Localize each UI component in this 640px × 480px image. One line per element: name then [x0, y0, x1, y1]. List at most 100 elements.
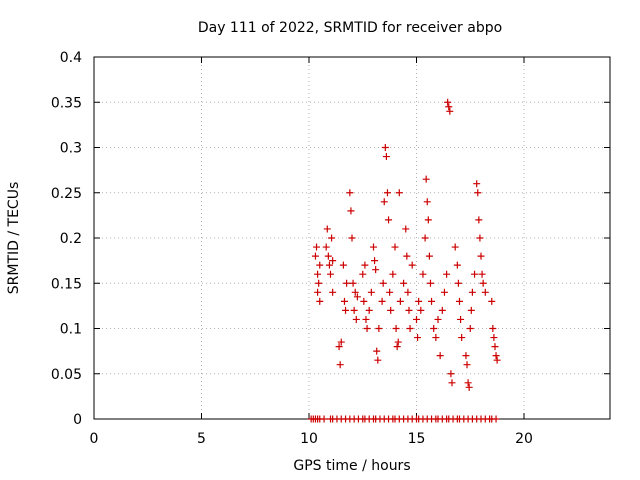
data-point	[386, 288, 394, 296]
data-point	[492, 352, 500, 360]
data-point	[428, 297, 436, 305]
data-point	[471, 270, 479, 278]
data-point	[464, 379, 472, 387]
x-tick-label: 20	[515, 431, 533, 447]
y-tick-label: 0.3	[60, 141, 82, 157]
data-point	[360, 297, 368, 305]
data-point	[423, 198, 431, 206]
data-point	[475, 216, 483, 224]
data-point	[456, 297, 463, 305]
y-axis-label: SRMTID / TECUs	[6, 182, 22, 295]
data-point	[329, 288, 337, 296]
data-point	[339, 261, 347, 269]
data-point	[493, 356, 501, 364]
data-point	[370, 243, 377, 251]
y-tick-label: 0.1	[60, 322, 82, 338]
data-point	[325, 261, 333, 269]
data-point	[329, 257, 337, 265]
data-point	[400, 279, 408, 287]
data-point	[417, 306, 425, 314]
data-point	[405, 306, 413, 314]
x-tick-label: 15	[408, 431, 426, 447]
data-point	[320, 415, 328, 423]
data-point	[380, 198, 388, 206]
data-point	[313, 243, 321, 251]
x-tick-label: 10	[300, 431, 318, 447]
data-point	[468, 288, 476, 296]
data-point	[382, 153, 390, 161]
data-point	[365, 306, 373, 314]
data-point	[353, 293, 361, 301]
data-point	[473, 180, 481, 188]
data-point	[443, 270, 451, 278]
data-point	[337, 338, 345, 346]
data-point	[489, 325, 497, 332]
y-tick-label: 0	[73, 412, 82, 428]
data-point	[314, 270, 322, 278]
data-point	[392, 325, 400, 332]
data-point	[314, 288, 322, 296]
y-tick-label: 0.4	[60, 50, 82, 66]
data-point	[391, 243, 399, 251]
data-point	[419, 270, 427, 278]
data-point	[323, 225, 331, 233]
data-point	[403, 252, 411, 260]
data-point	[488, 297, 496, 305]
data-point	[445, 103, 453, 111]
data-point	[328, 234, 336, 242]
y-axis: 0 0.05 0.1 0.15 0.2 0.25 0.3 0.35 0.4	[51, 50, 610, 428]
data-point	[378, 297, 386, 305]
data-point	[413, 315, 420, 323]
data-point	[352, 315, 360, 323]
data-point	[361, 261, 369, 269]
x-axis-label: GPS time / hours	[293, 458, 410, 474]
data-point	[395, 189, 403, 197]
data-point	[438, 306, 446, 314]
data-point	[379, 279, 387, 287]
data-point	[335, 343, 343, 351]
data-point	[394, 338, 402, 346]
data-point	[440, 288, 448, 296]
data-point	[362, 315, 370, 323]
data-point	[373, 347, 381, 355]
data-point	[350, 306, 358, 314]
data-point	[426, 279, 434, 287]
data-point	[383, 189, 391, 197]
data-point	[316, 297, 324, 305]
data-point	[340, 297, 348, 305]
data-point	[422, 175, 430, 183]
data-points	[307, 98, 501, 423]
data-point	[425, 252, 433, 260]
data-point	[451, 243, 459, 251]
data-point	[406, 325, 414, 332]
data-point	[424, 216, 432, 224]
y-tick-label: 0.05	[51, 367, 82, 383]
data-point	[477, 252, 485, 260]
data-point	[372, 266, 380, 274]
data-point	[481, 288, 489, 296]
data-point	[436, 352, 444, 360]
data-point	[387, 306, 395, 314]
data-point	[462, 352, 470, 360]
data-point	[447, 370, 455, 378]
data-point	[478, 270, 486, 278]
data-point	[375, 325, 383, 332]
data-point	[324, 252, 332, 260]
data-point	[381, 144, 389, 151]
data-point	[374, 356, 382, 364]
data-point	[448, 379, 456, 387]
data-point	[408, 261, 416, 269]
data-point	[491, 343, 499, 351]
data-point	[389, 270, 397, 278]
data-point	[342, 306, 350, 314]
x-tick-label: 0	[90, 431, 99, 447]
chart-title: Day 111 of 2022, SRMTID for receiver abp…	[198, 20, 502, 36]
data-point	[402, 225, 410, 233]
data-point	[432, 334, 440, 342]
data-point	[479, 279, 487, 287]
data-point	[393, 343, 401, 351]
data-point	[467, 306, 475, 314]
data-point	[466, 325, 474, 332]
data-point	[492, 415, 500, 423]
data-point	[465, 383, 473, 391]
